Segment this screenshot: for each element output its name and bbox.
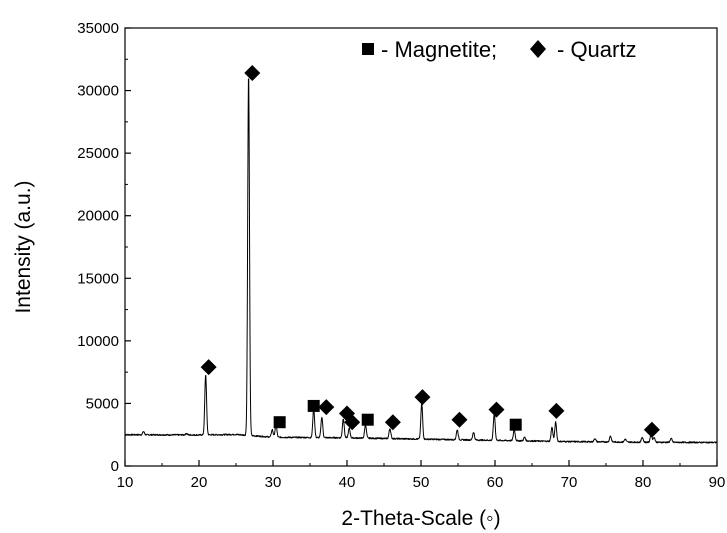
- x-tick-label: 90: [709, 474, 726, 491]
- quartz-marker: [548, 402, 565, 419]
- quartz-marker: [451, 411, 468, 428]
- xrd-series-line: [124, 78, 718, 444]
- legend-label-magnetite: - Magnetite;: [381, 37, 497, 62]
- legend-label-quartz: - Quartz: [557, 37, 636, 62]
- y-tick-label: 5000: [86, 395, 119, 412]
- y-axis-title: Intensity (a.u.): [12, 180, 35, 313]
- magnetite-marker: [361, 413, 374, 426]
- y-tick-label: 0: [111, 458, 119, 475]
- quartz-marker: [344, 414, 361, 431]
- quartz-marker: [384, 414, 401, 431]
- x-axis-title: 2-Theta-Scale (◦): [341, 507, 500, 530]
- x-tick-label: 20: [191, 474, 208, 491]
- quartz-marker: [244, 65, 261, 82]
- y-axis-ticks: 0 5000 10000 15000 20000 25000 30000 35000: [77, 20, 131, 475]
- quartz-marker: [643, 421, 660, 438]
- legend-magnetite-square-icon: [362, 43, 374, 55]
- magnetite-marker: [273, 416, 286, 429]
- x-tick-label: 70: [561, 474, 578, 491]
- y-tick-label: 25000: [77, 145, 119, 162]
- quartz-marker: [488, 401, 505, 418]
- y-tick-label: 30000: [77, 83, 119, 100]
- x-tick-label: 40: [339, 474, 356, 491]
- quartz-marker: [414, 389, 431, 406]
- legend: - Magnetite; - Quartz: [362, 37, 636, 62]
- y-tick-label: 15000: [77, 270, 119, 287]
- magnetite-marker: [509, 418, 522, 431]
- y-tick-label: 10000: [77, 333, 119, 350]
- phase-markers: [200, 65, 660, 438]
- y-tick-label: 20000: [77, 208, 119, 225]
- x-axis-ticks: 10 20 30 40 50 60 70 80 90: [117, 460, 726, 491]
- y-tick-label: 35000: [77, 20, 119, 37]
- quartz-marker: [318, 399, 335, 416]
- magnetite-marker: [307, 399, 320, 412]
- x-tick-label: 50: [413, 474, 430, 491]
- legend-quartz-diamond-icon: [530, 40, 546, 58]
- quartz-marker: [200, 359, 217, 376]
- x-tick-label: 10: [117, 474, 134, 491]
- x-tick-label: 80: [635, 474, 652, 491]
- x-tick-label: 60: [487, 474, 504, 491]
- x-tick-label: 30: [265, 474, 282, 491]
